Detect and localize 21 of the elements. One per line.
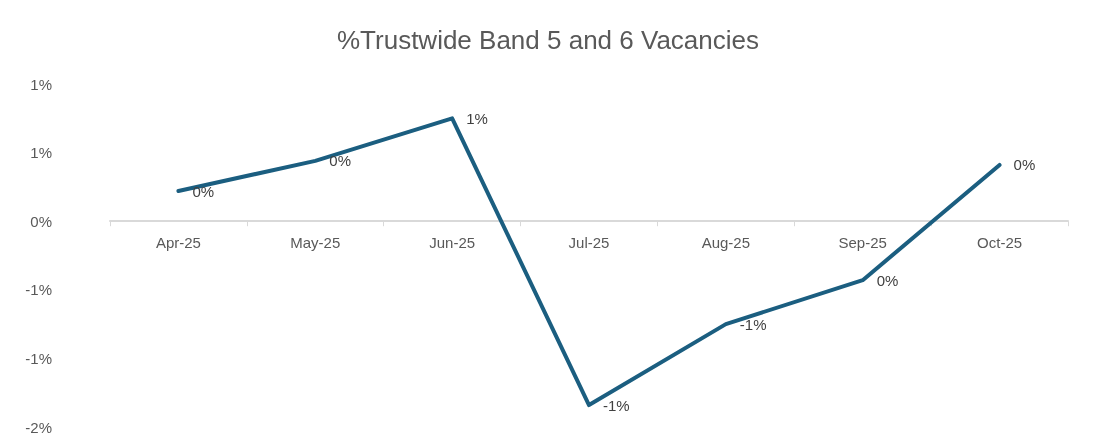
y-tick-label: 1% <box>30 75 52 93</box>
y-tick-label: 0% <box>30 212 52 230</box>
data-label: 0% <box>329 152 351 170</box>
x-tick-label: Aug-25 <box>701 234 751 252</box>
y-tick-label: -2% <box>25 418 52 436</box>
data-label: 0% <box>192 182 215 200</box>
data-label: 0% <box>1013 156 1036 174</box>
x-tick-label: Oct-25 <box>977 234 1023 252</box>
x-tick-label: Jun-25 <box>429 234 476 252</box>
y-tick-label: 1% <box>30 144 52 162</box>
data-label: -1% <box>603 396 630 414</box>
y-tick-label: -1% <box>25 349 52 367</box>
data-label: 0% <box>876 271 899 289</box>
data-label: -1% <box>739 315 767 333</box>
y-tick-label: -1% <box>25 281 52 299</box>
data-label: 1% <box>466 109 488 127</box>
chart-title: %Trustwide Band 5 and 6 Vacancies <box>336 25 760 55</box>
x-tick-label: Apr-25 <box>155 234 201 252</box>
x-tick-label: Sep-25 <box>838 234 887 252</box>
x-tick-label: Jul-25 <box>568 234 610 252</box>
x-tick-label: May-25 <box>290 234 341 252</box>
